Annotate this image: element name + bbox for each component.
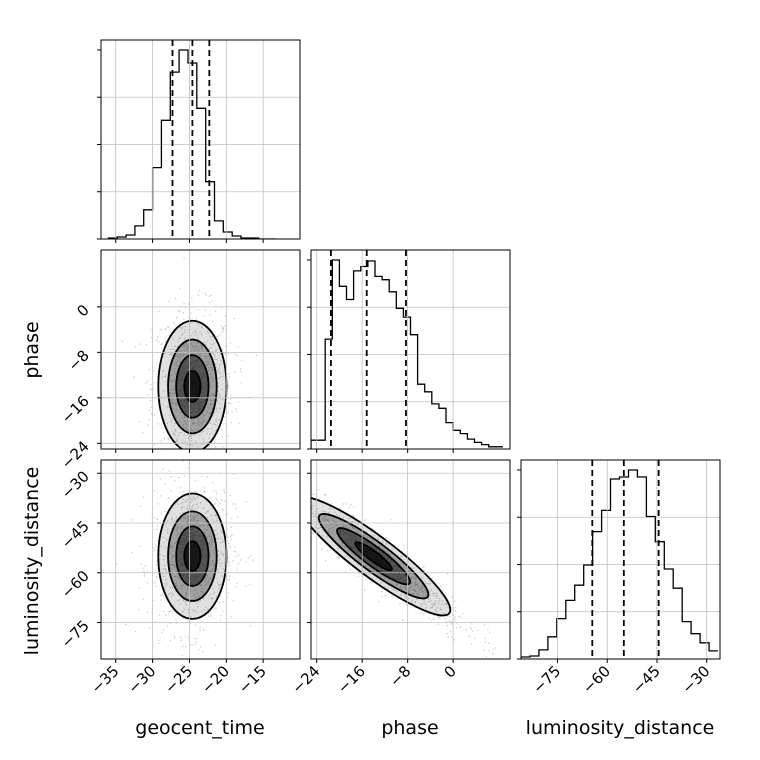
x-tick-label: −35 (87, 662, 122, 697)
panel-border (100, 249, 301, 450)
panel-border (100, 39, 301, 240)
density-layer (121, 257, 258, 449)
density-phase-vs-luminosity-distance (307, 459, 511, 663)
contour-line (317, 513, 430, 600)
histogram-phase (307, 249, 511, 453)
histogram-geocent-time (97, 39, 301, 243)
x-axis-label-phase: phase (381, 717, 438, 739)
contour-line (183, 369, 202, 403)
contour-line (175, 354, 210, 419)
panel-border (100, 459, 301, 660)
density-layer (311, 487, 505, 659)
y-tick-label: −60 (58, 567, 93, 602)
x-tick-label: −15 (235, 662, 270, 697)
panel-border (520, 459, 721, 660)
x-tick-label: −30 (124, 662, 159, 697)
x-tick-label: −8 (386, 662, 414, 690)
panel-background (521, 460, 720, 659)
x-tick-label: −60 (579, 662, 614, 697)
histogram-step-line (107, 49, 277, 239)
density-geocent-time-vs-luminosity-distance (97, 459, 301, 663)
y-tick-label: −16 (58, 392, 93, 427)
contour-line (175, 525, 210, 587)
histogram-step-line (521, 469, 718, 659)
contour-line (311, 496, 452, 617)
x-tick-label: −24 (288, 662, 323, 697)
density-fill (184, 541, 201, 572)
histogram-luminosity-distance (517, 459, 721, 663)
contour-line (354, 541, 393, 572)
y-tick-label: −45 (58, 517, 93, 552)
panel-border (310, 459, 511, 660)
y-tick-label: −24 (58, 437, 93, 472)
x-tick-label: −16 (334, 662, 369, 697)
panel-background (101, 40, 300, 239)
density-geocent-time-vs-phase (97, 249, 301, 453)
panel-background (101, 250, 300, 449)
x-tick-label: −45 (629, 662, 664, 697)
y-tick-label: −30 (58, 467, 93, 502)
x-tick-label: 0 (440, 662, 459, 681)
y-tick-label: −75 (58, 617, 93, 652)
contour-line (167, 510, 218, 602)
x-tick-label: −20 (198, 662, 233, 697)
contour-line (183, 540, 202, 572)
x-tick-label: −75 (529, 662, 564, 697)
density-layer (116, 460, 254, 656)
contour-line (167, 338, 218, 435)
histogram-step-line (311, 259, 503, 449)
y-axis-label-phase: phase (21, 321, 43, 378)
x-tick-label: −25 (161, 662, 196, 697)
density-fill (355, 542, 392, 571)
y-tick-label: −8 (64, 346, 92, 374)
contour-line (336, 527, 411, 586)
panel-border (310, 249, 511, 450)
y-axis-label-luminosity-distance: luminosity_distance (21, 467, 43, 656)
density-fill (184, 370, 201, 403)
x-axis-label-luminosity-distance: luminosity_distance (526, 717, 715, 739)
y-tick-label: 0 (73, 301, 92, 320)
x-tick-label: −30 (678, 662, 713, 697)
x-axis-label-geocent-time: geocent_time (135, 717, 264, 739)
scatter-points (121, 257, 258, 449)
panel-background (311, 250, 510, 449)
